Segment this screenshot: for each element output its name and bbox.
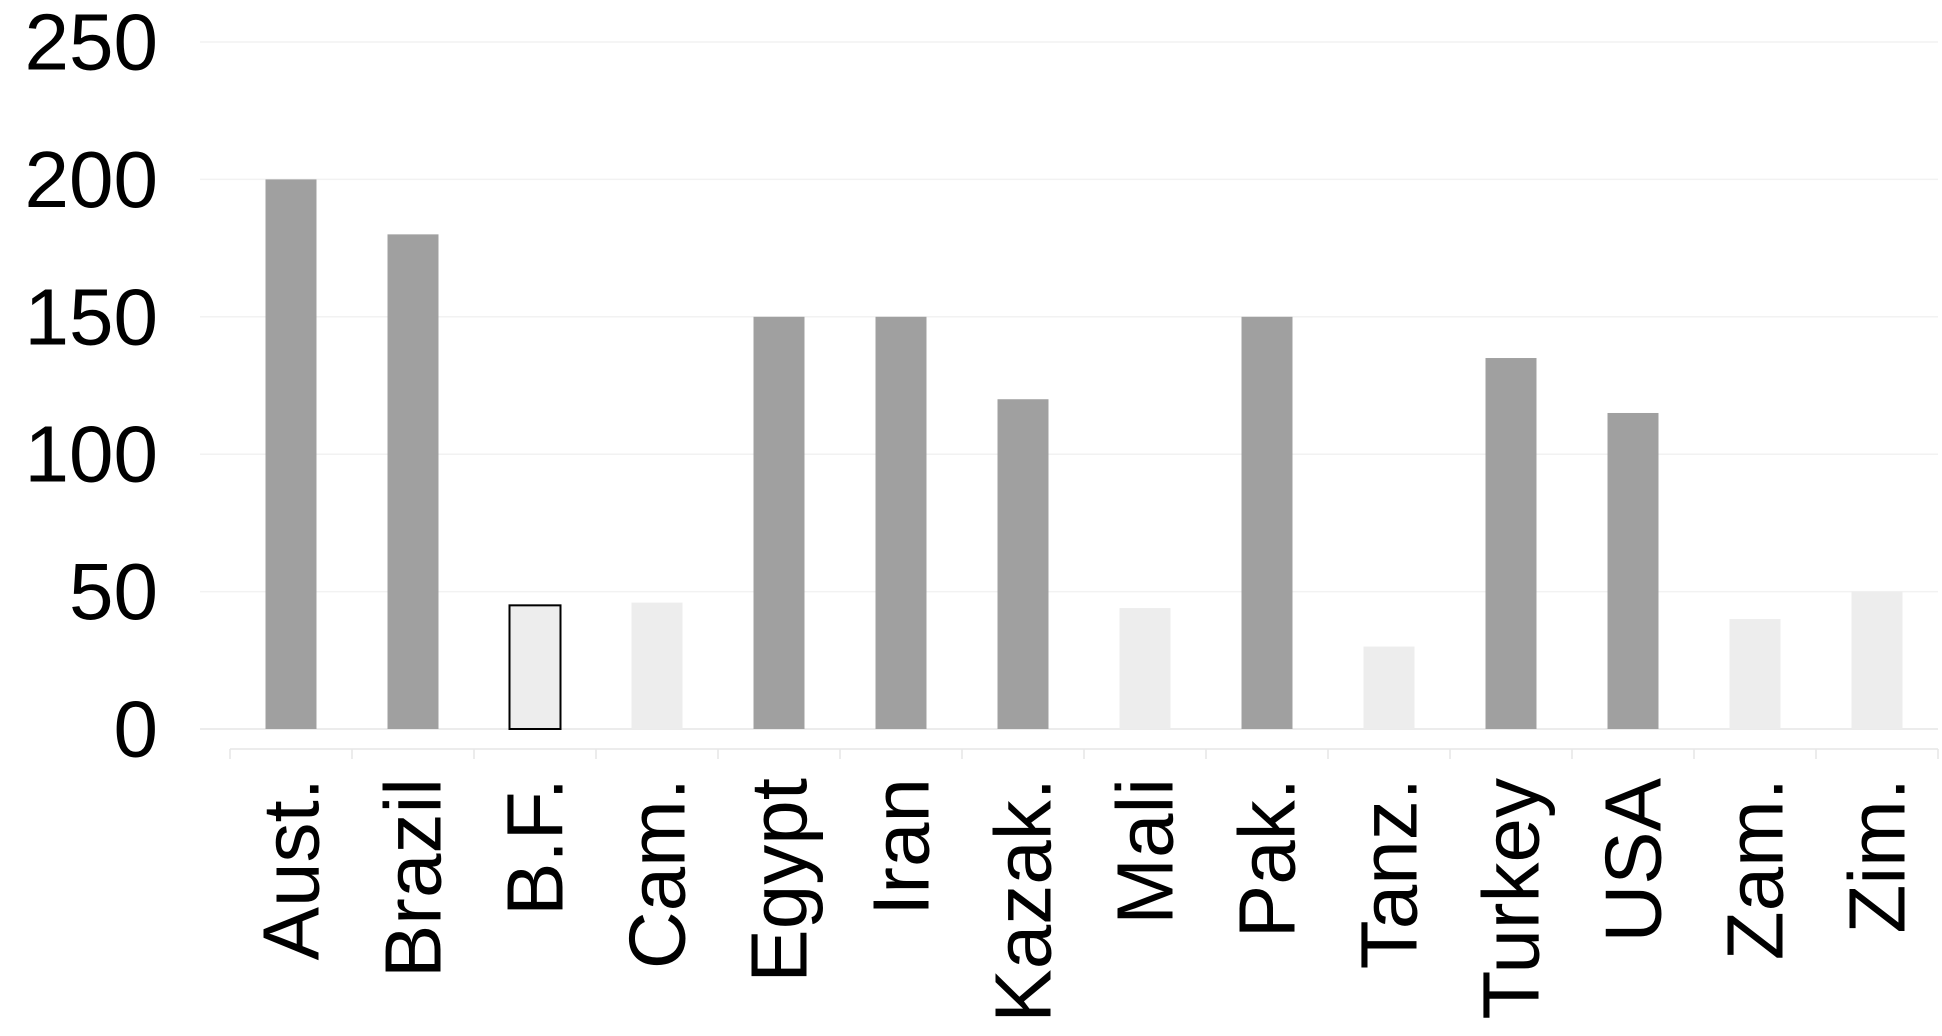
x-category-label: Brazil	[369, 778, 458, 978]
bar	[1851, 591, 1903, 729]
gridlines	[200, 41, 1938, 730]
y-tick-label: 100	[25, 410, 158, 499]
y-tick-label: 250	[25, 0, 158, 87]
x-category-label: B.F.	[491, 778, 580, 916]
x-category-label: Egypt	[735, 778, 824, 983]
x-category-label: Aust.	[247, 778, 336, 960]
bar	[508, 604, 562, 731]
x-category-label: Iran	[857, 778, 946, 916]
bar	[631, 602, 683, 729]
x-axis	[229, 748, 1939, 759]
x-category-label: Zam.	[1711, 778, 1800, 960]
x-category-label: Cam.	[613, 778, 702, 969]
y-tick-label: 0	[114, 685, 159, 774]
bar	[265, 179, 317, 729]
bar	[1607, 412, 1659, 729]
y-tick-label: 200	[25, 135, 158, 224]
bar	[1363, 646, 1415, 729]
y-axis-ticks: 0 50 100 150 200 250	[25, 0, 158, 774]
x-category-label: Tanz.	[1345, 778, 1434, 969]
x-category-label: Mali	[1101, 778, 1190, 925]
x-category-label: Kazak.	[979, 778, 1068, 1023]
x-category-label: Pak.	[1223, 778, 1312, 938]
bars	[265, 179, 1903, 731]
x-axis-categories: Aust. Brazil B.F. Cam. Egypt Iran Kazak. Mali Pa…	[247, 777, 1922, 1022]
bar	[753, 316, 805, 729]
y-tick-label: 150	[25, 272, 158, 361]
bar	[387, 234, 439, 730]
y-tick-label: 50	[69, 547, 158, 636]
x-category-label: Zim.	[1833, 778, 1922, 934]
bar	[1241, 316, 1293, 729]
bar	[1485, 358, 1537, 729]
x-category-label: Turkey	[1467, 778, 1556, 1020]
x-category-label: USA	[1589, 777, 1678, 942]
bar	[997, 399, 1049, 729]
bar	[1729, 619, 1781, 729]
bar	[1119, 608, 1171, 729]
bar	[875, 316, 927, 729]
